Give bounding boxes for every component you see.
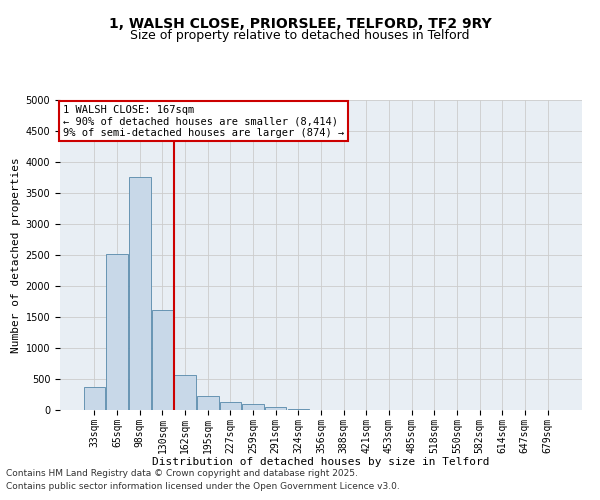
Y-axis label: Number of detached properties: Number of detached properties	[11, 157, 22, 353]
Bar	[84, 387, 105, 410]
Bar	[106, 254, 128, 410]
Text: 1, WALSH CLOSE, PRIORSLEE, TELFORD, TF2 9RY: 1, WALSH CLOSE, PRIORSLEE, TELFORD, TF2 …	[109, 18, 491, 32]
Text: Contains HM Land Registry data © Crown copyright and database right 2025.: Contains HM Land Registry data © Crown c…	[6, 468, 358, 477]
Text: 1 WALSH CLOSE: 167sqm
← 90% of detached houses are smaller (8,414)
9% of semi-de: 1 WALSH CLOSE: 167sqm ← 90% of detached …	[62, 104, 344, 138]
Bar	[220, 402, 241, 410]
Bar	[265, 407, 286, 410]
Bar	[197, 396, 218, 410]
Bar	[287, 409, 309, 410]
X-axis label: Distribution of detached houses by size in Telford: Distribution of detached houses by size …	[152, 457, 490, 467]
Text: Size of property relative to detached houses in Telford: Size of property relative to detached ho…	[130, 29, 470, 42]
Bar	[175, 374, 196, 410]
Bar	[129, 177, 151, 410]
Text: Contains public sector information licensed under the Open Government Licence v3: Contains public sector information licen…	[6, 482, 400, 491]
Bar	[152, 310, 173, 410]
Bar	[242, 404, 264, 410]
